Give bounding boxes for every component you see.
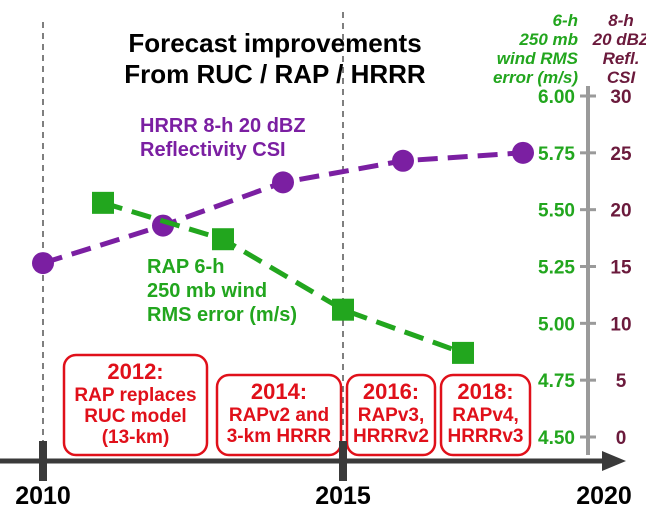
data-point-circle	[392, 149, 414, 172]
series-label-rap-line-2: 250 mb wind	[147, 280, 267, 302]
x-tick-label: 2010	[15, 482, 71, 510]
data-point-circle	[512, 141, 534, 164]
milestone-text-line: HRRRv2	[353, 426, 429, 447]
milestone-text-line: HRRRv3	[447, 426, 523, 447]
milestone-box-frame	[439, 373, 532, 457]
series-line	[102, 200, 464, 356]
left-axis-label-line: 250 mb	[518, 30, 578, 49]
milestone-box: 2018:RAPv4,HRRRv3	[439, 373, 532, 457]
left-tick-label: 5.00	[538, 314, 575, 335]
left-tick-label: 4.75	[538, 371, 575, 392]
milestone-text-line: RAP replaces	[74, 385, 196, 406]
milestone-box-frame	[345, 373, 437, 457]
milestone-year: 2018:	[457, 379, 513, 404]
data-point-square	[92, 191, 114, 214]
right-axis-label-line: 8-h	[608, 11, 634, 30]
milestone-text-line: 3-km HRRR	[227, 426, 332, 447]
milestone-box-frame	[62, 353, 209, 457]
milestone-text-line: RAPv3,	[358, 405, 425, 426]
left-tick-label: 6.00	[538, 87, 575, 108]
x-axis: 2010 2015 2020	[0, 441, 632, 510]
right-tick-label: 20	[610, 201, 631, 222]
milestone-text-line: (13-km)	[102, 427, 170, 448]
data-point-square	[452, 341, 474, 364]
right-tick-label: 15	[610, 258, 632, 279]
milestone-text-line: RAPv4,	[452, 405, 519, 426]
data-point-square	[332, 298, 354, 321]
right-tick-label: 0	[616, 428, 627, 449]
milestone-year: 2014:	[251, 379, 307, 404]
x-axis-arrow-icon	[602, 451, 626, 471]
data-point-circle	[272, 171, 294, 194]
right-tick-label: 10	[610, 314, 631, 335]
right-axis-label: 8-h 20 dBZ Refl. CSI	[592, 11, 646, 87]
y-axis-ticks: 6.00 30 5.75 25 5.50 20 5.25 15 5.00 10 4.75 5 4.50 0	[538, 86, 632, 455]
data-point-square	[212, 228, 234, 251]
milestone-text-line: RAPv2 and	[229, 405, 329, 426]
data-point-circle	[32, 252, 54, 275]
milestone-year: 2016:	[363, 379, 419, 404]
right-axis-label-line: 20 dBZ	[592, 30, 646, 49]
right-tick-label: 30	[610, 87, 631, 108]
left-tick-label: 5.75	[538, 144, 575, 165]
series-hrrr-csi	[32, 141, 534, 275]
left-axis-label: 6-h 250 mb wind RMS error (m/s)	[493, 11, 579, 87]
left-axis-label-line: wind RMS	[497, 49, 579, 68]
series-label-hrrr-line-1: HRRR 8-h 20 dBZ	[140, 115, 306, 137]
series-label-rap-line-3: RMS error (m/s)	[147, 304, 297, 326]
right-axis-label-line: Refl.	[603, 49, 640, 68]
x-tick-label: 2015	[315, 482, 371, 510]
milestone-box: 2016:RAPv3,HRRRv2	[345, 373, 437, 457]
series-label-hrrr-line-2: Reflectivity CSI	[140, 139, 286, 161]
milestone-year: 2012:	[107, 359, 163, 384]
left-axis-label-line: 6-h	[553, 11, 579, 30]
series-layer	[32, 141, 534, 364]
series-rap-wind-error	[92, 191, 474, 364]
chart-title-line-1: Forecast improvements	[128, 28, 421, 58]
series-label-rap-line-1: RAP 6-h	[147, 256, 224, 278]
left-tick-label: 4.50	[538, 428, 575, 449]
right-tick-label: 5	[616, 371, 627, 392]
milestone-box-frame	[215, 373, 343, 457]
left-tick-label: 5.50	[538, 201, 575, 222]
x-axis-tick-mark	[39, 441, 47, 481]
x-axis-tick-mark	[339, 441, 347, 481]
chart-title-line-2: From RUC / RAP / HRRR	[124, 59, 426, 89]
right-axis-label-line: CSI	[607, 68, 637, 87]
x-tick-label: 2020	[576, 482, 632, 510]
left-axis-label-line: error (m/s)	[493, 68, 578, 87]
milestone-text-line: RUC model	[84, 406, 186, 427]
right-tick-label: 25	[610, 144, 632, 165]
left-tick-label: 5.25	[538, 258, 575, 279]
